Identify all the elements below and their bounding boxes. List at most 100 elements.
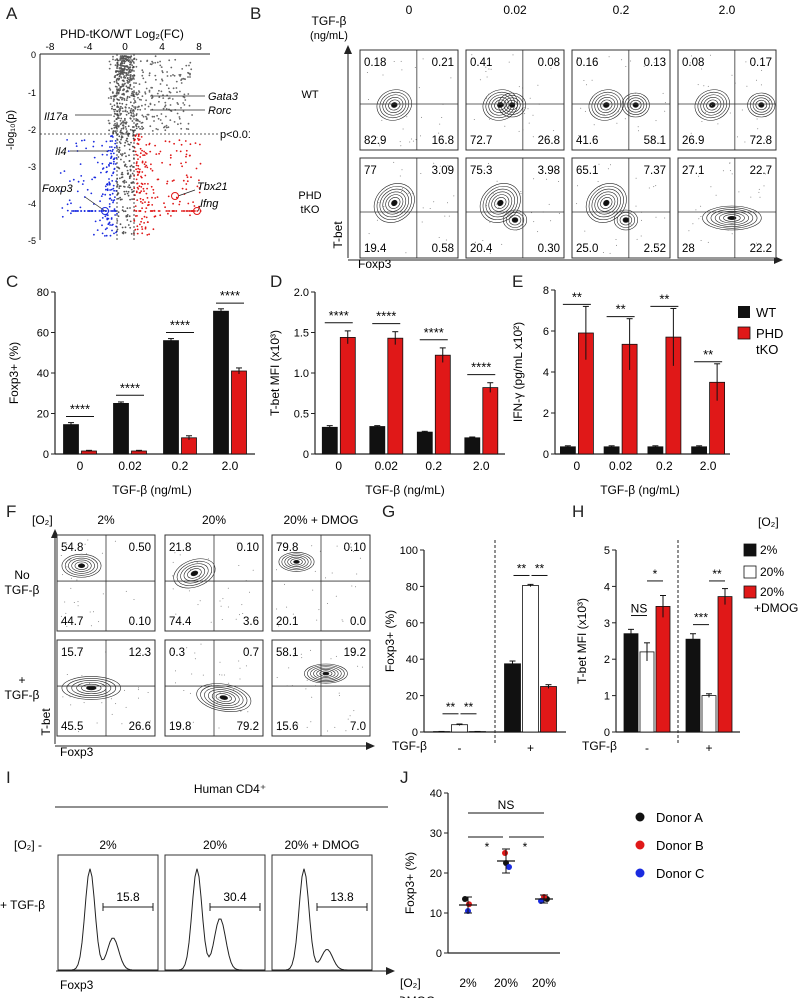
volcano-point [131, 191, 134, 194]
volcano-point [128, 177, 131, 180]
sig-label: ** [659, 291, 669, 306]
volcano-point [182, 110, 185, 113]
contour-dot [490, 68, 492, 70]
x-tick-label: 0.2 [425, 459, 442, 473]
volcano-point [122, 89, 125, 92]
volcano-point [116, 116, 119, 118]
volcano-point [135, 191, 138, 194]
sig-label: ** [572, 289, 582, 304]
volcano-point [110, 156, 113, 159]
contour-dot [174, 552, 176, 554]
bar [691, 446, 708, 455]
contour-line [491, 194, 510, 212]
volcano-point [130, 114, 133, 117]
volcano-point [117, 197, 120, 200]
volcano-point [168, 140, 171, 143]
contour-dot [598, 163, 600, 165]
contour-line [77, 563, 86, 568]
volcano-point [137, 137, 139, 140]
volcano-point [145, 216, 148, 219]
contour-dot [175, 613, 177, 615]
volcano-point [115, 225, 117, 228]
volcano-point [127, 224, 130, 226]
contour-dot [625, 200, 627, 202]
contour-dot [301, 657, 303, 659]
contour-dot [191, 673, 193, 675]
contour-dot [276, 608, 278, 610]
volcano-point [138, 170, 141, 173]
contour-dot [239, 614, 240, 616]
volcano-point [133, 115, 135, 118]
volcano-point [90, 210, 93, 212]
volcano-point [123, 62, 126, 65]
volcano-point [129, 220, 132, 223]
quadrant-ll: 41.6 [576, 135, 598, 147]
volcano-point [126, 81, 129, 84]
contour-dot [550, 67, 552, 69]
volcano-point [76, 190, 79, 193]
volcano-point [102, 210, 105, 212]
bar [482, 387, 499, 455]
contour-dot [87, 539, 89, 541]
volcano-point [135, 113, 138, 115]
contour-dot [591, 79, 593, 81]
volcano-point [142, 71, 145, 74]
contour-dot [376, 219, 378, 221]
contour-dot [179, 554, 181, 556]
volcano-point [163, 125, 166, 128]
x-tick-label: - [645, 741, 649, 755]
contour-line [379, 188, 410, 218]
volcano-point [123, 75, 126, 77]
volcano-point [125, 72, 128, 75]
volcano-point [112, 199, 115, 202]
volcano-point [109, 89, 112, 91]
volcano-point [135, 65, 138, 68]
volcano-point [114, 140, 117, 142]
volcano-point [129, 111, 132, 114]
contour-dot [485, 66, 487, 68]
volcano-point [140, 200, 142, 203]
volcano-point [125, 181, 128, 184]
volcano-point [125, 128, 128, 130]
volcano-point [146, 234, 149, 236]
volcano-plot: PHD-tKO/WT Log₂(FC) -log₁₀(p) -8 -4 0 4 … [5, 27, 250, 246]
bar [113, 402, 129, 455]
contour-dot [350, 547, 352, 549]
volcano-point [117, 77, 119, 80]
volcano-point [131, 92, 134, 95]
contour-dot [124, 689, 125, 691]
volcano-point [135, 82, 137, 84]
volcano-point [77, 180, 80, 183]
volcano-point [115, 132, 117, 134]
contour-line [204, 687, 244, 708]
contour-plot [359, 157, 459, 259]
volcano-point [105, 166, 108, 169]
quadrant-ll: 82.9 [364, 135, 386, 147]
volcano-point [128, 96, 131, 98]
contour-line [597, 194, 616, 212]
contour-dot [577, 59, 579, 61]
volcano-point [141, 202, 144, 205]
volcano-point [128, 160, 131, 163]
contour-dot [645, 250, 647, 252]
volcano-point [140, 99, 143, 101]
volcano-point [155, 78, 157, 81]
contour-dot [186, 647, 188, 649]
volcano-point [139, 168, 141, 171]
i-header: Human CD4⁺ [194, 782, 266, 796]
contour-line [621, 92, 650, 118]
volcano-point [126, 69, 129, 71]
volcano-point [117, 59, 120, 62]
volcano-point [185, 127, 188, 130]
volcano-point [157, 128, 159, 131]
volcano-point [127, 78, 130, 81]
bar [603, 446, 620, 455]
volcano-point [106, 214, 109, 217]
contour-dot [727, 229, 729, 231]
volcano-point [137, 133, 140, 136]
contour-dot [69, 559, 71, 561]
volcano-point [118, 146, 121, 149]
volcano-point [114, 122, 116, 125]
volcano-point [124, 109, 127, 112]
volcano-point [144, 174, 147, 177]
